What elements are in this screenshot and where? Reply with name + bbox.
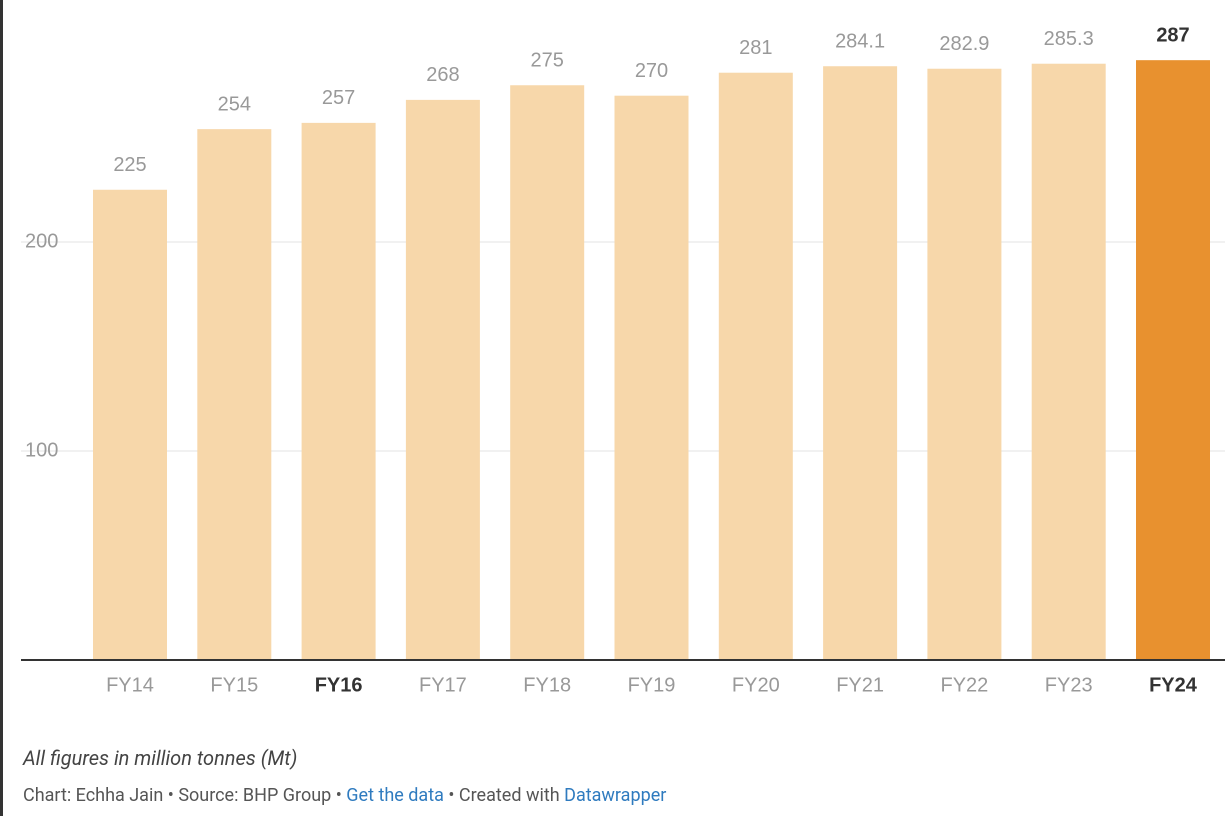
chart-footer: Chart: Echha Jain • Source: BHP Group • …: [23, 785, 666, 806]
chart: 100 200 225 FY14 254 FY15 257 FY16 268 FY17 275 FY1…: [21, 24, 1225, 696]
value-label: 270: [635, 60, 668, 82]
bar: [510, 85, 585, 660]
bar: [927, 68, 1002, 660]
y-tick-label: 200: [25, 230, 58, 252]
bar: [301, 122, 376, 661]
value-label: 275: [531, 50, 564, 72]
created-with: Created with: [458, 785, 560, 806]
x-tick-label: FY15: [210, 674, 258, 696]
separator: •: [167, 785, 174, 806]
x-tick-label: FY16: [315, 674, 363, 696]
bar: [823, 66, 898, 660]
separator: •: [335, 785, 342, 806]
x-tick-label: FY17: [419, 674, 467, 696]
bar: [405, 99, 480, 660]
separator: •: [448, 785, 455, 806]
byline: Chart: Echha Jain: [23, 785, 164, 806]
value-label: 284.1: [835, 31, 885, 53]
value-label: 268: [426, 64, 459, 86]
value-label: 254: [218, 93, 251, 115]
x-tick-label: FY14: [106, 674, 154, 696]
x-tick-label: FY22: [940, 674, 988, 696]
value-label: 287: [1156, 24, 1189, 46]
value-label: 281: [739, 37, 772, 59]
x-tick-label: FY24: [1149, 674, 1198, 696]
value-label: 225: [113, 154, 146, 176]
get-data-link[interactable]: Get the data: [346, 785, 444, 806]
x-tick-label: FY19: [628, 674, 676, 696]
bar: [1136, 60, 1210, 661]
chart-note: All figures in million tonnes (Mt): [23, 746, 298, 770]
x-tick-label: FY18: [523, 674, 571, 696]
bar: [1031, 63, 1106, 660]
bar: [718, 72, 793, 660]
value-label: 285.3: [1044, 28, 1094, 50]
value-label: 257: [322, 87, 355, 109]
bar: [197, 129, 272, 660]
tool-link[interactable]: Datawrapper: [564, 785, 667, 806]
bar: [614, 95, 689, 660]
x-tick-label: FY21: [836, 674, 884, 696]
bar: [93, 189, 167, 660]
x-tick-label: FY20: [732, 674, 780, 696]
y-tick-label: 100: [25, 439, 58, 461]
value-label: 282.9: [939, 33, 989, 55]
x-tick-label: FY23: [1045, 674, 1093, 696]
source: Source: BHP Group: [178, 785, 332, 806]
